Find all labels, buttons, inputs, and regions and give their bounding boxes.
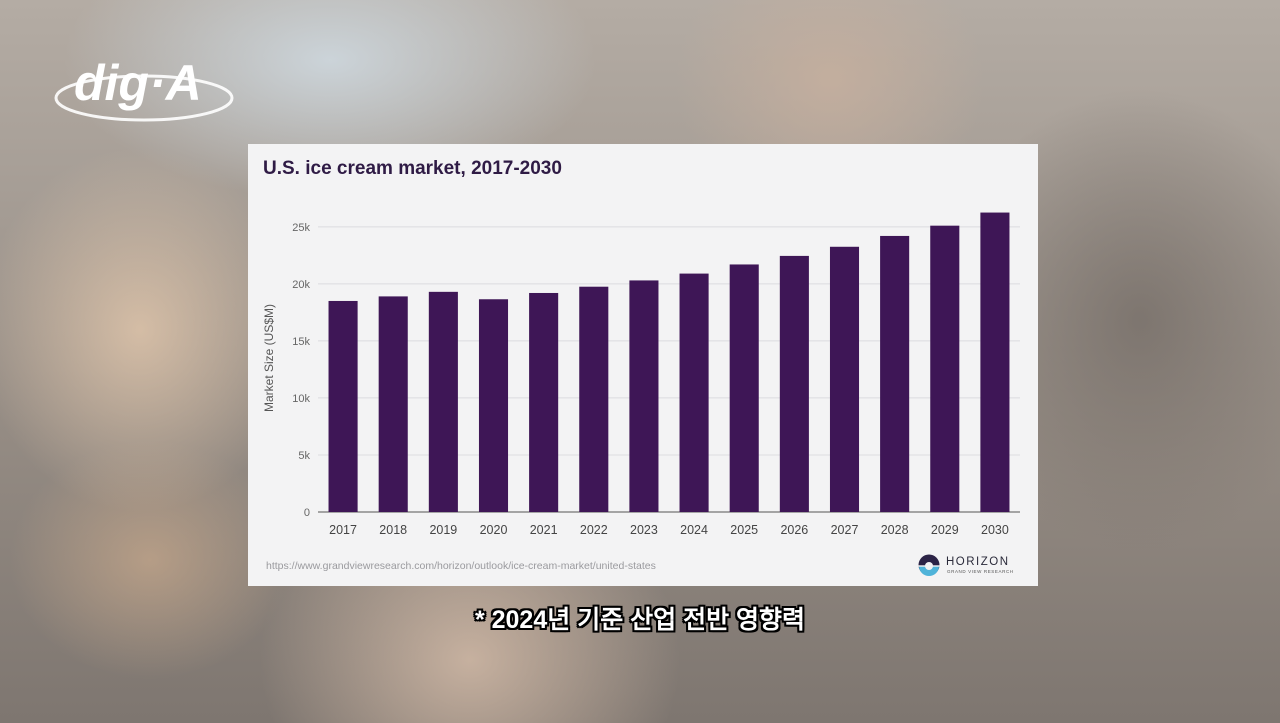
bars <box>328 212 1010 513</box>
y-tick-label: 0 <box>304 507 310 519</box>
bar-2023 <box>629 280 659 512</box>
bar-2028 <box>880 235 910 512</box>
bar-2022 <box>579 286 609 512</box>
x-tick-label: 2030 <box>981 523 1009 537</box>
subtitle-caption: * 2024년 기준 산업 전반 영향력 <box>474 606 806 634</box>
bar-2019 <box>428 291 458 512</box>
x-tick-label: 2021 <box>530 523 558 537</box>
bar-2020 <box>478 299 509 512</box>
y-tick-label: 5k <box>298 450 310 462</box>
logo-text: dig·A <box>74 55 202 111</box>
x-tick-label: 2019 <box>429 523 457 537</box>
bar-2030 <box>980 212 1010 513</box>
bar-2029 <box>930 225 960 512</box>
bar-2024 <box>679 273 709 512</box>
x-tick-labels: 2017 2018 2019 2020 2021 2022 2023 2024 2025 2026… <box>329 523 1009 537</box>
x-tick-label: 2028 <box>881 523 909 537</box>
dig-a-logo: dig·A <box>54 55 234 122</box>
y-tick-label: 25k <box>292 222 310 234</box>
x-tick-label: 2024 <box>680 523 708 537</box>
x-tick-label: 2017 <box>329 523 357 537</box>
x-tick-label: 2029 <box>931 523 959 537</box>
brand-subtitle: GRAND VIEW RESEARCH <box>947 569 1014 574</box>
x-tick-label: 2018 <box>379 523 407 537</box>
x-tick-label: 2027 <box>831 523 859 537</box>
x-tick-label: 2023 <box>630 523 658 537</box>
grid-lines <box>318 226 1020 513</box>
x-tick-label: 2022 <box>580 523 608 537</box>
x-tick-label: 2026 <box>780 523 808 537</box>
bar-chart: 0 5k 10k 15k 20k 25k 2017 2018 2019 2020 2021 2022… <box>262 212 1020 537</box>
bar-2025 <box>729 264 759 512</box>
source-url: https://www.grandviewresearch.com/horizo… <box>266 560 656 572</box>
horizon-logo-icon <box>918 554 940 576</box>
bar-2018 <box>378 296 408 512</box>
y-axis-label: Market Size (US$M) <box>262 304 276 412</box>
bar-2021 <box>529 292 559 512</box>
x-tick-label: 2020 <box>480 523 508 537</box>
y-tick-label: 15k <box>292 336 310 348</box>
x-tick-label: 2025 <box>730 523 758 537</box>
y-tick-labels: 0 5k 10k 15k 20k 25k <box>292 222 310 519</box>
brand-name: HORIZON <box>946 556 1010 568</box>
chart-title: U.S. ice cream market, 2017-2030 <box>263 158 562 179</box>
bar-2017 <box>328 300 358 512</box>
y-tick-label: 10k <box>292 393 310 405</box>
chart-card: U.S. ice cream market, 2017-2030 0 5k 10k 1… <box>248 144 1038 586</box>
y-tick-label: 20k <box>292 279 310 291</box>
bar-2026 <box>779 255 809 513</box>
bar-2027 <box>829 246 860 512</box>
